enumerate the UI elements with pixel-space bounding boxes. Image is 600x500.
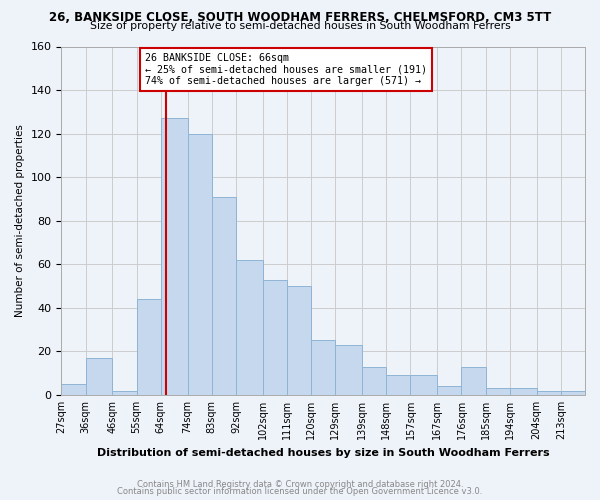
Bar — [461, 366, 485, 395]
Bar — [236, 260, 263, 395]
Text: 26, BANKSIDE CLOSE, SOUTH WOODHAM FERRERS, CHELMSFORD, CM3 5TT: 26, BANKSIDE CLOSE, SOUTH WOODHAM FERRER… — [49, 11, 551, 24]
Bar — [137, 299, 161, 395]
Text: 26 BANKSIDE CLOSE: 66sqm
← 25% of semi-detached houses are smaller (191)
74% of : 26 BANKSIDE CLOSE: 66sqm ← 25% of semi-d… — [145, 53, 427, 86]
Bar — [212, 197, 236, 395]
Bar — [335, 345, 362, 395]
Bar — [561, 390, 585, 395]
X-axis label: Distribution of semi-detached houses by size in South Woodham Ferrers: Distribution of semi-detached houses by … — [97, 448, 550, 458]
Text: Contains public sector information licensed under the Open Government Licence v3: Contains public sector information licen… — [118, 487, 482, 496]
Bar — [287, 286, 311, 395]
Text: Contains HM Land Registry data © Crown copyright and database right 2024.: Contains HM Land Registry data © Crown c… — [137, 480, 463, 489]
Bar — [86, 358, 112, 395]
Bar — [112, 390, 137, 395]
Bar — [311, 340, 335, 395]
Bar — [536, 390, 561, 395]
Bar — [485, 388, 510, 395]
Bar — [61, 384, 86, 395]
Y-axis label: Number of semi-detached properties: Number of semi-detached properties — [15, 124, 25, 317]
Bar — [161, 118, 188, 395]
Bar — [510, 388, 536, 395]
Bar — [386, 376, 410, 395]
Bar — [410, 376, 437, 395]
Text: Size of property relative to semi-detached houses in South Woodham Ferrers: Size of property relative to semi-detach… — [89, 21, 511, 31]
Bar — [263, 280, 287, 395]
Bar — [362, 366, 386, 395]
Bar — [188, 134, 212, 395]
Bar — [437, 386, 461, 395]
